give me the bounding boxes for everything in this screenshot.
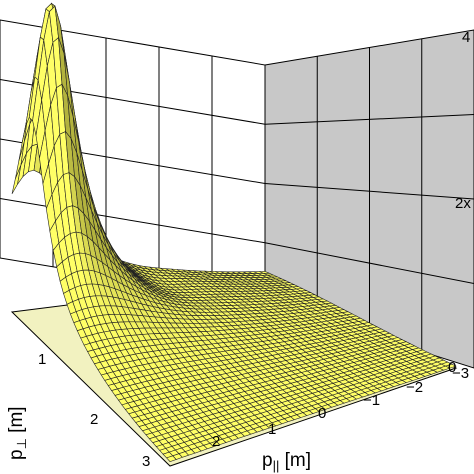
x-axis-label-unit: [m] xyxy=(6,406,27,438)
x-axis-label-base: p xyxy=(6,449,27,460)
y-tick-neg1: −1 xyxy=(363,392,380,409)
x-tick-1: 1 xyxy=(38,351,46,368)
left-wall-hgrid xyxy=(0,198,266,244)
right-wall-hgrid xyxy=(264,242,474,284)
surface-cell xyxy=(444,363,457,369)
x-tick-2: 2 xyxy=(90,411,98,428)
y-tick-0: 0 xyxy=(318,405,326,422)
x-axis-label-sub: ⊥ xyxy=(14,438,29,449)
right-wall-hgrid xyxy=(264,114,474,125)
x-axis-label: p⊥ [m] xyxy=(6,406,29,460)
y-tick-2: 2 xyxy=(212,433,220,450)
z-tick-4: 4 xyxy=(462,29,470,46)
surface-mesh xyxy=(11,2,457,462)
y-axis-label: p|| [m] xyxy=(262,450,311,473)
z-tick-0: 0 xyxy=(448,359,456,376)
z-tick-2x: 2x xyxy=(455,195,471,212)
x-tick-3: 3 xyxy=(142,453,150,470)
y-axis-label-base: p xyxy=(262,450,273,471)
right-wall-hgrid xyxy=(264,183,474,200)
y-axis-label-sub: || xyxy=(273,458,280,473)
y-tick-1: 1 xyxy=(268,421,276,438)
y-axis-label-unit: [m] xyxy=(279,450,311,471)
y-tick-neg2: −2 xyxy=(406,379,423,396)
y-tick-neg3: −3 xyxy=(452,365,469,382)
